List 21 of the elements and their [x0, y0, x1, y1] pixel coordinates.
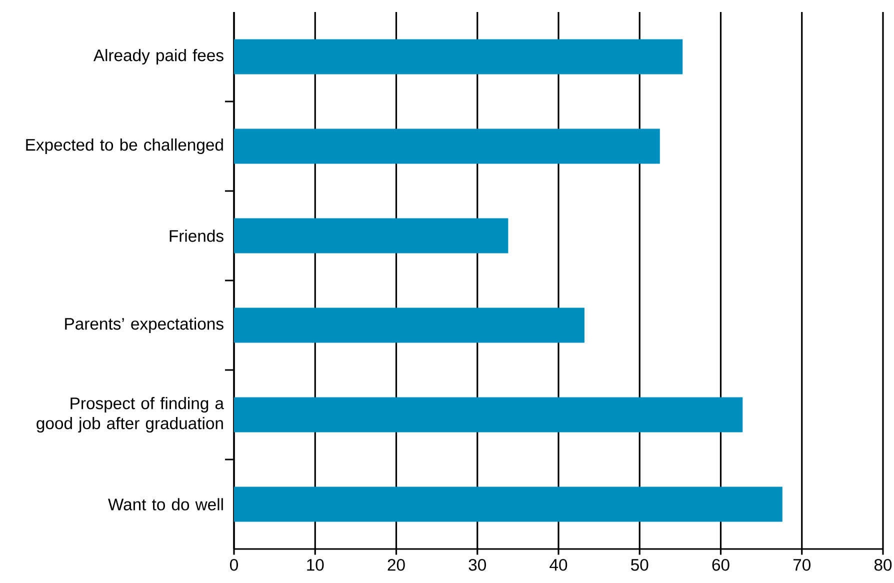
y-tick-label: Expected to be challenged: [26, 138, 223, 154]
y-tick-label: Parents’ expectations: [65, 317, 224, 334]
y-tick-label: Friends: [170, 230, 224, 242]
y-tick-label: Already paid fees: [93, 48, 224, 65]
x-tick-label: 0: [230, 558, 238, 571]
x-tick-label: 40: [550, 558, 568, 571]
y-tick-label: Want to do well: [108, 498, 223, 510]
x-tick-label: 60: [712, 558, 730, 571]
x-tick-label: 10: [307, 558, 324, 571]
bar: [234, 128, 660, 164]
bar: [234, 397, 743, 432]
x-tick-label: 20: [388, 558, 405, 571]
bar: [234, 308, 584, 343]
x-tick-label: 70: [793, 558, 810, 571]
bar: [234, 39, 683, 74]
bar: [234, 486, 782, 522]
x-tick-label: 50: [631, 558, 648, 571]
x-tick-label: 80: [874, 558, 892, 571]
y-tick-label: Prospect of finding a good job after graduation: [36, 396, 224, 433]
x-tick-label: 30: [468, 558, 486, 571]
bar: [234, 218, 508, 254]
